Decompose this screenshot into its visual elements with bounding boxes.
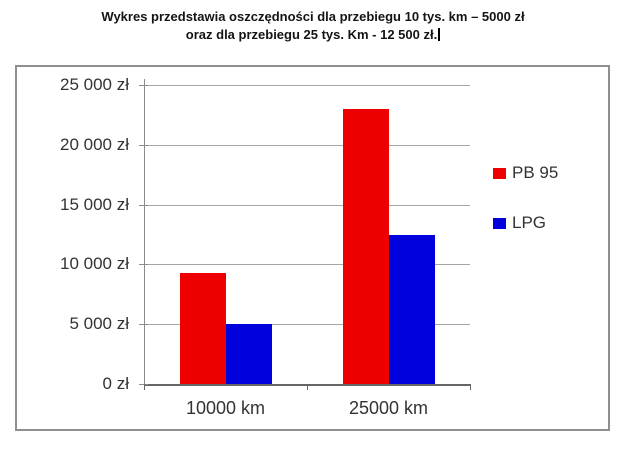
gridline <box>144 85 470 86</box>
bar-pb-95-25000-km <box>342 108 389 384</box>
x-axis-tick <box>144 384 145 390</box>
y-axis-tick <box>139 144 148 146</box>
legend-item-lpg: LPG <box>493 213 546 233</box>
y-axis-tick <box>139 384 148 385</box>
bar-lpg-10000-km <box>225 324 272 384</box>
x-tick-label: 25000 km <box>348 398 429 418</box>
x-axis-tick <box>307 384 308 390</box>
y-tick-label: 10 000 zł <box>60 254 129 274</box>
y-axis-tick <box>139 264 148 266</box>
y-axis-line <box>144 79 145 385</box>
legend-label-lpg: LPG <box>512 213 547 232</box>
legend-item-pb95: PB 95 <box>493 163 558 183</box>
legend-label-pb95: PB 95 <box>512 163 559 182</box>
y-tick-label: 5 000 zł <box>69 314 129 334</box>
y-tick-label: 0 zł <box>102 374 129 393</box>
y-axis-tick <box>139 324 148 326</box>
y-tick-label: 15 000 zł <box>60 194 129 214</box>
text-cursor <box>438 28 441 41</box>
x-axis-tick <box>470 384 471 390</box>
chart-caption[interactable]: Wykres przedstawia oszczędności dla prze… <box>0 8 626 44</box>
y-tick-label: 25 000 zł <box>60 75 129 94</box>
gridline <box>144 324 470 326</box>
gridline <box>144 204 470 206</box>
gridline <box>144 144 470 146</box>
y-axis-tick <box>139 204 148 206</box>
y-axis-tick <box>139 85 148 86</box>
chart-panel[interactable]: PB 95 LPG 0 zł 5 000 zł 10 000 zł 15 000 zł… <box>15 65 610 431</box>
lpg-color-swatch <box>493 217 506 229</box>
bar-pb-95-10000-km <box>179 272 226 384</box>
y-tick-label: 20 000 zł <box>60 134 129 154</box>
caption-line-2: oraz dla przebiegu 25 tys. Km - 12 500 z… <box>0 26 626 44</box>
x-tick-label: 10000 km <box>185 398 266 418</box>
plot-area <box>139 79 471 390</box>
caption-line-1: Wykres przedstawia oszczędności dla prze… <box>101 9 525 24</box>
bar-lpg-25000-km <box>388 234 435 384</box>
gridline <box>144 264 470 266</box>
pb95-color-swatch <box>493 167 506 179</box>
